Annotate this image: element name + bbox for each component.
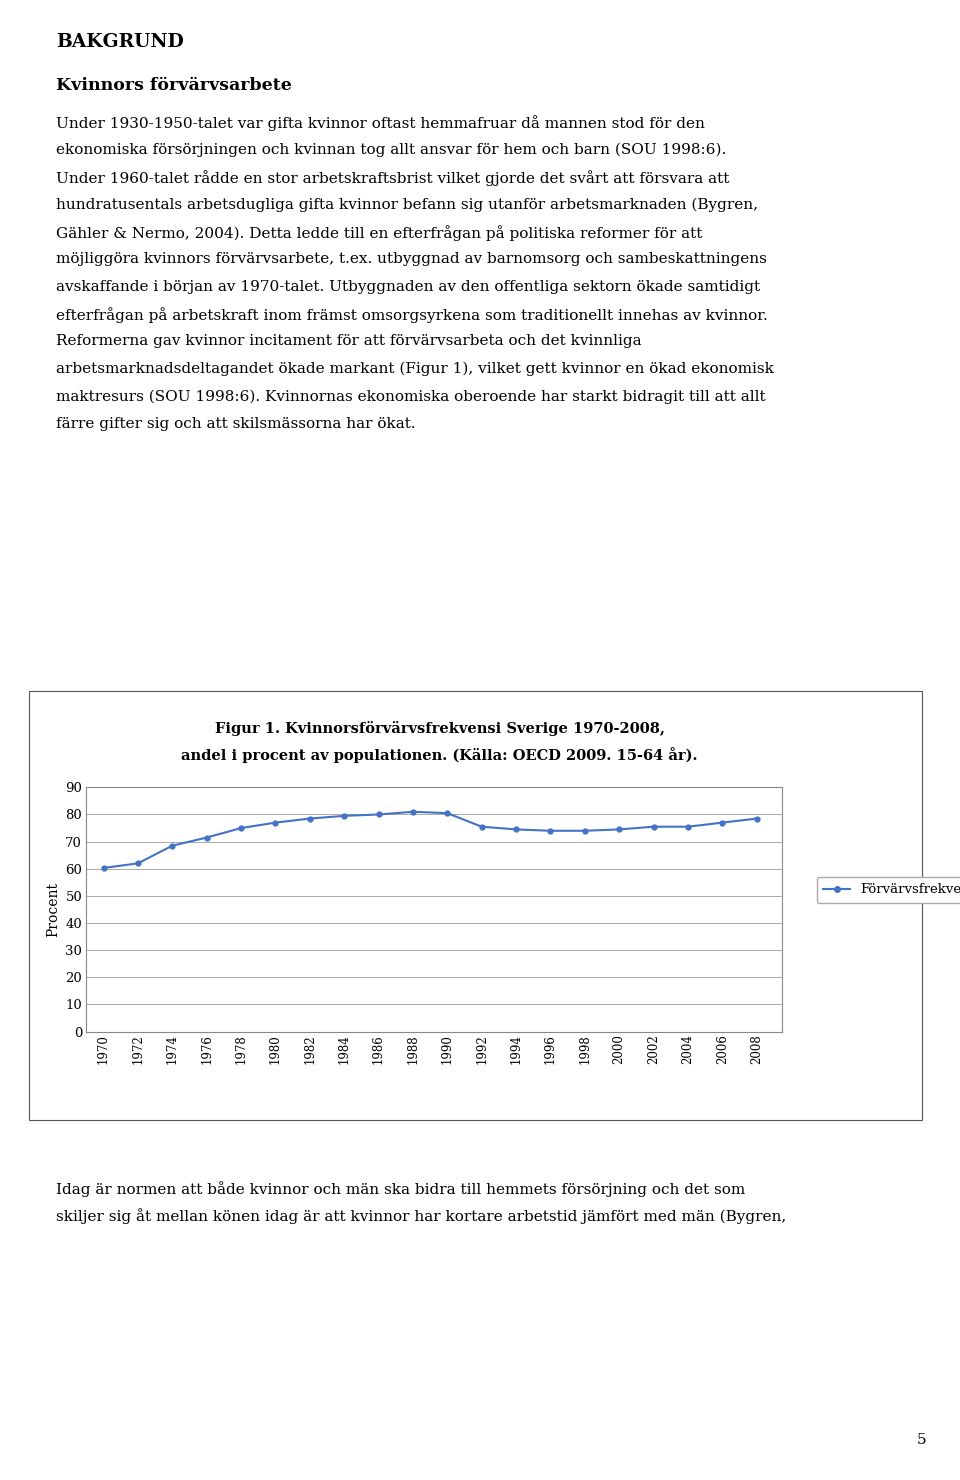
Text: ekonomiska försörjningen och kvinnan tog allt ansvar för hem och barn (SOU 1998:: ekonomiska försörjningen och kvinnan tog… bbox=[56, 142, 726, 157]
Y-axis label: Procent: Procent bbox=[46, 882, 60, 937]
Legend: Förvärvsfrekvens: Förvärvsfrekvens bbox=[817, 876, 960, 903]
Text: Idag är normen att både kvinnor och män ska bidra till hemmets försörjning och d: Idag är normen att både kvinnor och män … bbox=[56, 1181, 745, 1197]
Text: Reformerna gav kvinnor incitament för att förvärvsarbeta och det kvinnliga: Reformerna gav kvinnor incitament för at… bbox=[56, 334, 641, 348]
FancyBboxPatch shape bbox=[29, 691, 922, 1120]
Text: andel i procent av populationen. (Källa: OECD 2009. 15-64 år).: andel i procent av populationen. (Källa:… bbox=[181, 747, 698, 764]
Text: färre gifter sig och att skilsmässorna har ökat.: färre gifter sig och att skilsmässorna h… bbox=[56, 416, 416, 431]
Text: avskaffande i början av 1970-talet. Utbyggnaden av den offentliga sektorn ökade : avskaffande i början av 1970-talet. Utby… bbox=[56, 280, 759, 293]
Text: skiljer sig åt mellan könen idag är att kvinnor har kortare arbetstid jämfört me: skiljer sig åt mellan könen idag är att … bbox=[56, 1208, 786, 1224]
Text: 5: 5 bbox=[917, 1434, 926, 1447]
Text: arbetsmarknadsdeltagandet ökade markant (Figur 1), vilket gett kvinnor en ökad e: arbetsmarknadsdeltagandet ökade markant … bbox=[56, 361, 774, 376]
Text: BAKGRUND: BAKGRUND bbox=[56, 33, 183, 50]
Text: möjliggöra kvinnors förvärvsarbete, t.ex. utbyggnad av barnomsorg och sambeskatt: möjliggöra kvinnors förvärvsarbete, t.ex… bbox=[56, 252, 766, 266]
Text: Kvinnors förvärvsarbete: Kvinnors förvärvsarbete bbox=[56, 77, 292, 93]
Text: efterfrågan på arbetskraft inom främst omsorgsyrkena som traditionellt innehas a: efterfrågan på arbetskraft inom främst o… bbox=[56, 308, 767, 323]
Text: Under 1930-1950-talet var gifta kvinnor oftast hemmafruar då mannen stod för den: Under 1930-1950-talet var gifta kvinnor … bbox=[56, 115, 705, 132]
Text: hundratusentals arbetsdugliga gifta kvinnor befann sig utanför arbetsmarknaden (: hundratusentals arbetsdugliga gifta kvin… bbox=[56, 197, 757, 212]
Text: Under 1960-talet rådde en stor arbetskraftsbrist vilket gjorde det svårt att för: Under 1960-talet rådde en stor arbetskra… bbox=[56, 170, 729, 186]
Text: Gähler & Nermo, 2004). Detta ledde till en efterfrågan på politiska reformer för: Gähler & Nermo, 2004). Detta ledde till … bbox=[56, 225, 702, 241]
Text: maktresurs (SOU 1998:6). Kvinnornas ekonomiska oberoende har starkt bidragit til: maktresurs (SOU 1998:6). Kvinnornas ekon… bbox=[56, 389, 765, 404]
Text: Figur 1. Kvinnorsförvärvsfrekvensi Sverige 1970-2008,: Figur 1. Kvinnorsförvärvsfrekvensi Sveri… bbox=[214, 721, 664, 736]
